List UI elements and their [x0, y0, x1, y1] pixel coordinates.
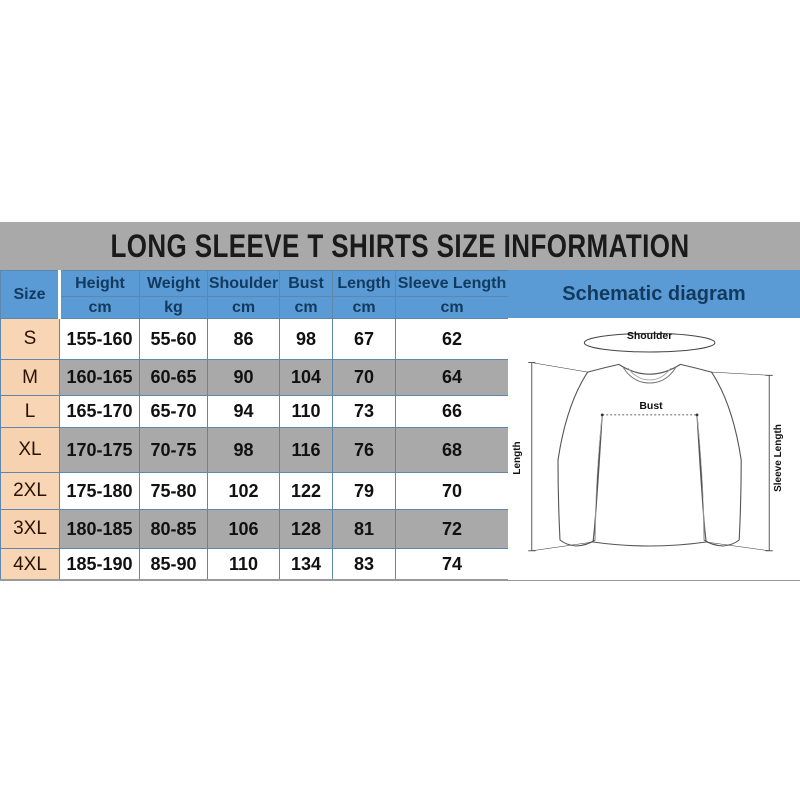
svg-text:Length: Length — [512, 441, 523, 474]
svg-text:Bust: Bust — [639, 400, 663, 412]
svg-text:Sleeve Length: Sleeve Length — [773, 424, 784, 492]
svg-text:Shoulder: Shoulder — [627, 330, 673, 342]
